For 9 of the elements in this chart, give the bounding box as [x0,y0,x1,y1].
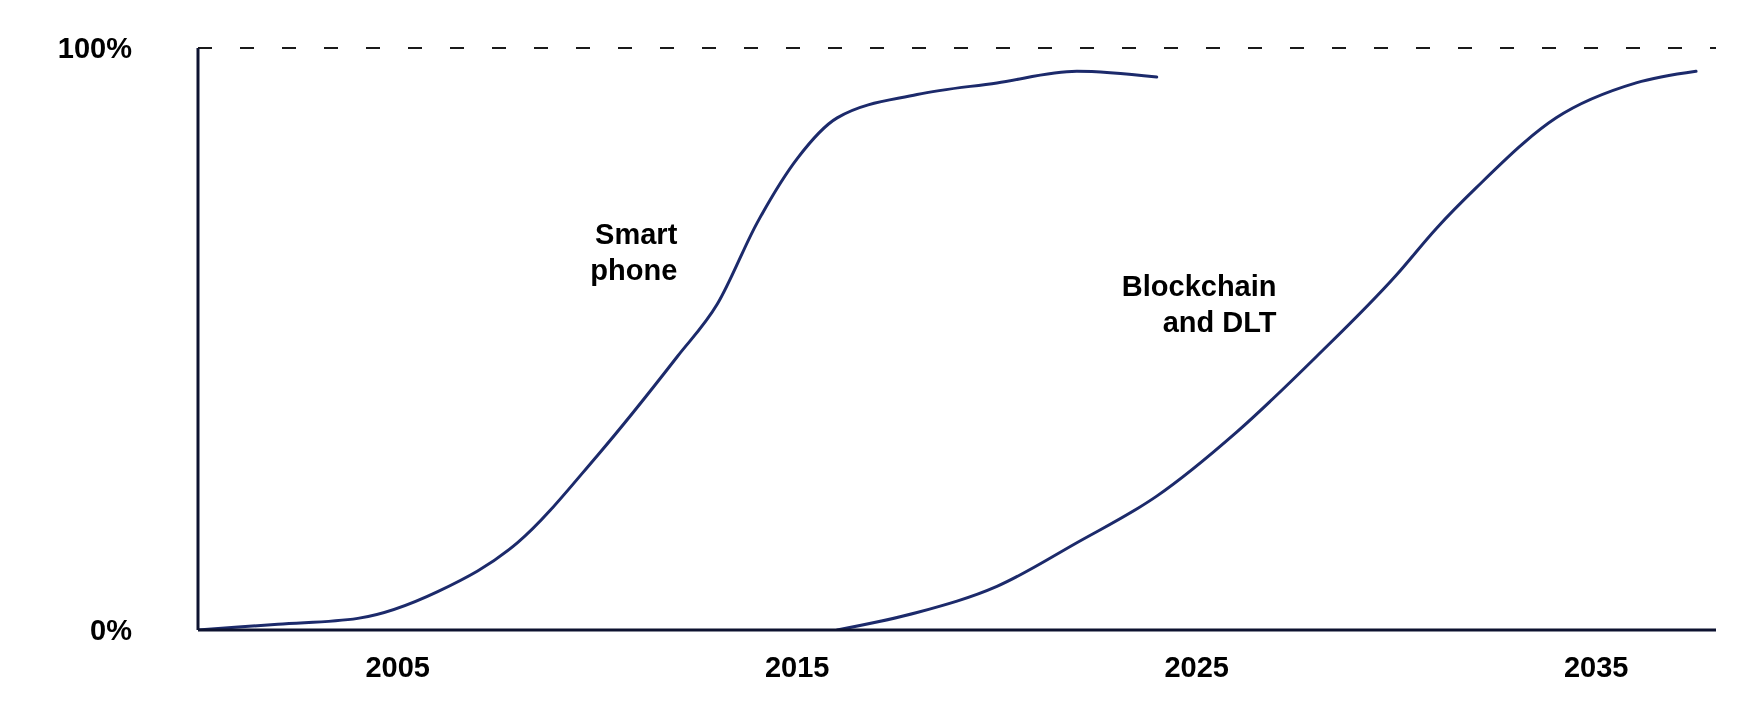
y-tick-label: 100% [57,32,133,65]
series-label: Smart phone [590,218,678,287]
series-label: Blockchain and DLT [1121,270,1277,339]
x-tick-label: 2025 [1164,650,1229,683]
y-tick-label: 0% [90,614,133,647]
x-tick-label: 2005 [365,650,430,683]
x-tick-label: 2035 [1563,650,1629,683]
line-series [835,69,1698,630]
x-tick-label: 2015 [764,650,830,683]
